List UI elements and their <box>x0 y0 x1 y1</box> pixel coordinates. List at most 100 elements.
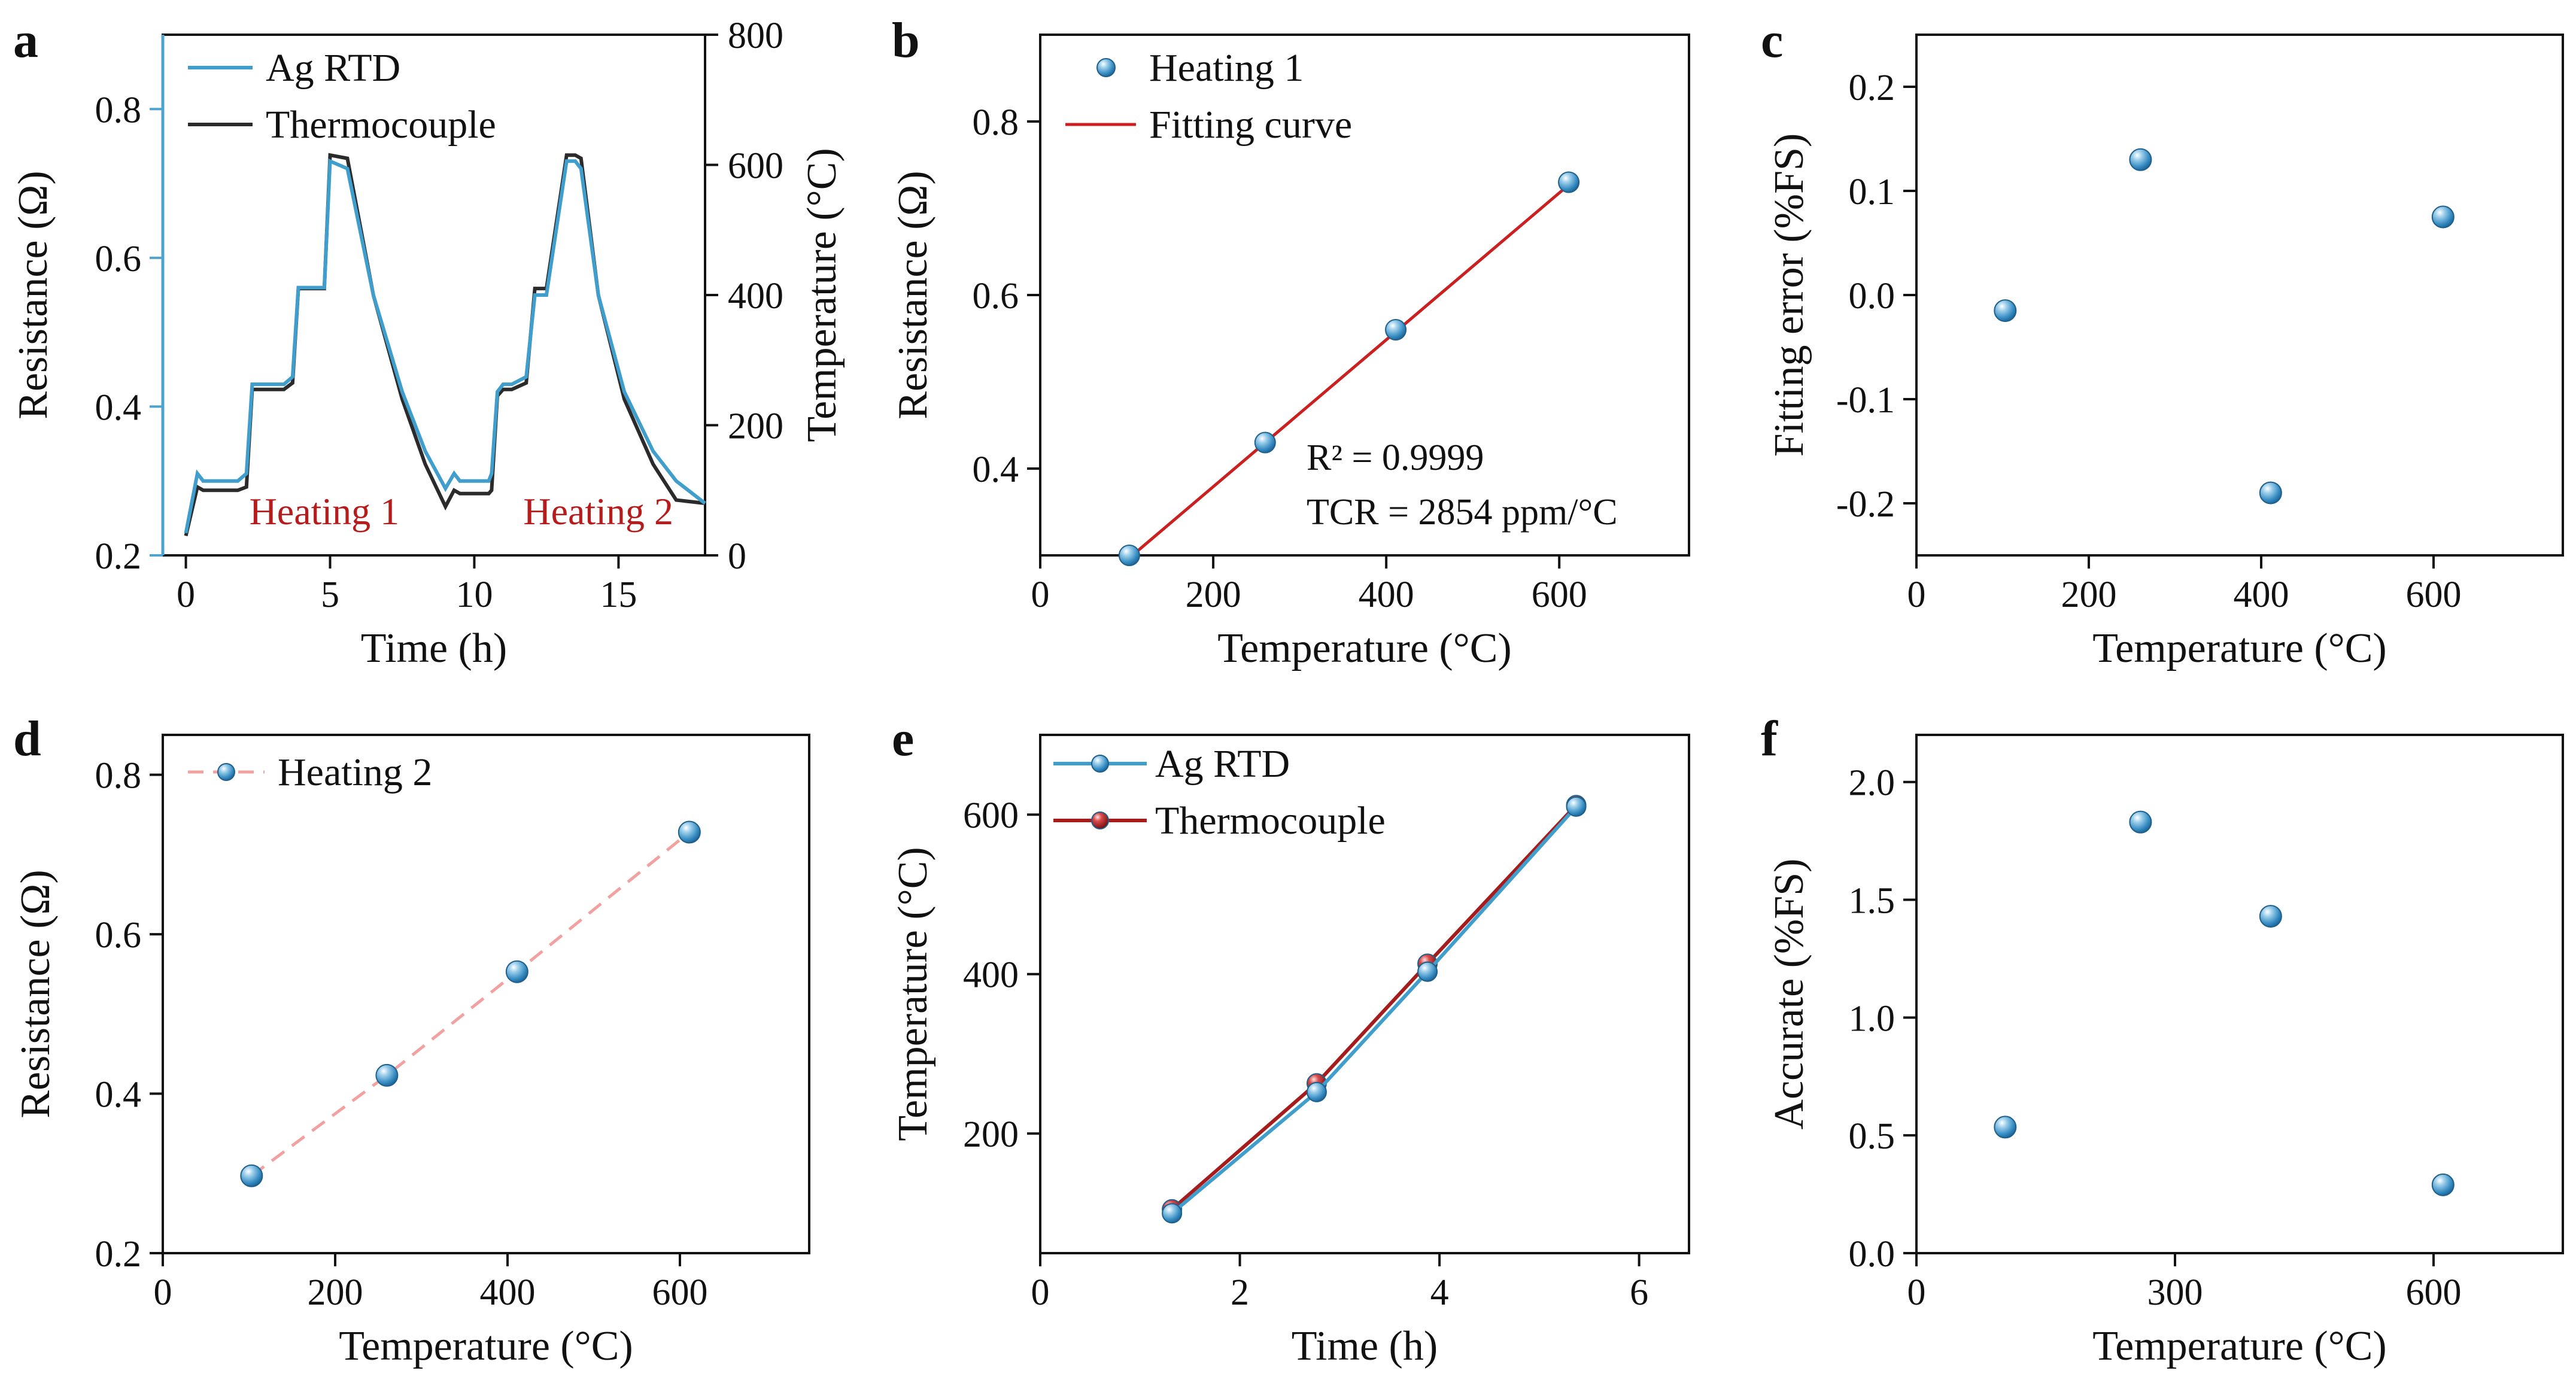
y-axis-label: Resistance (Ω) <box>13 870 59 1118</box>
y-tick-label: 1.0 <box>1849 998 1895 1039</box>
y-axis-label: Resistance (Ω) <box>890 171 936 420</box>
panel-letter-f: f <box>1761 711 1778 767</box>
y2-tick-label: 0 <box>728 536 746 577</box>
x-axis-label: Time (h) <box>1292 1323 1438 1369</box>
x-tick-label: 0 <box>154 1272 172 1313</box>
plot-frame-e <box>1039 734 1690 1254</box>
x-tick-label: 4 <box>1430 1272 1449 1313</box>
y-tick-label: 0.2 <box>1849 68 1895 108</box>
data-point <box>1118 545 1140 566</box>
y-tick-label: 0.0 <box>1849 1234 1895 1275</box>
y-tick-label: 0.8 <box>95 756 142 797</box>
y-tick-label: 1.5 <box>1849 881 1895 922</box>
panel-e: e 0 2 4 6 200 400 600 Time (h) Temperature (°C) Ag… <box>890 711 1690 1369</box>
plot-frame-d <box>162 734 810 1254</box>
y-tick-label: 200 <box>963 1114 1019 1155</box>
y-tick-label: 2.0 <box>1849 763 1895 804</box>
y2-tick-label: 800 <box>728 16 783 56</box>
x-tick-label: 200 <box>2061 575 2117 615</box>
data-point <box>1994 299 2017 323</box>
y-axis-label: Fitting error (%FS) <box>1766 133 1812 457</box>
ag-rtd-point <box>1306 1081 1327 1102</box>
legend-label-fitting: Fitting curve <box>1149 103 1352 147</box>
y-tick-label: 0.0 <box>1849 276 1895 317</box>
series-thermocouple-line <box>184 153 706 537</box>
x-tick-label: 6 <box>1630 1272 1648 1313</box>
annotation-heating-2: Heating 2 <box>523 490 673 533</box>
y-tick-label: 600 <box>963 795 1019 836</box>
plot-frame-c <box>1915 34 2564 557</box>
heating-2-dashed-line <box>250 831 691 1177</box>
legend-swatch-heating-2 <box>217 763 235 781</box>
y2-tick-label: 200 <box>728 406 783 447</box>
ag-rtd-point <box>1162 1203 1183 1224</box>
y-axis-label: Accurate (%FS) <box>1766 859 1812 1130</box>
annotation-tcr: TCR = 2854 ppm/°C <box>1307 492 1618 533</box>
data-point <box>1385 319 1407 341</box>
x-tick-label: 15 <box>600 575 637 615</box>
x-tick-label: 5 <box>321 575 339 615</box>
ag-rtd-point <box>1417 961 1438 982</box>
y-tick-label: 0.4 <box>973 449 1019 490</box>
x-tick-label: 0 <box>177 575 195 615</box>
series-thermocouple-line <box>1171 804 1578 1211</box>
panel-c: c 0 200 400 600 -0.2 -0.1 0.0 0.1 0.2 Temperature … <box>1761 13 2564 671</box>
annotation-heating-1: Heating 1 <box>250 490 400 533</box>
legend-swatch-thermocouple <box>1091 811 1109 829</box>
legend-swatch-heating-1 <box>1096 58 1116 77</box>
x-tick-label: 400 <box>1359 575 1414 615</box>
x-tick-label: 600 <box>2406 1272 2462 1313</box>
y-tick-label: 0.4 <box>95 1075 142 1116</box>
x-tick-label: 600 <box>2406 575 2462 615</box>
data-point <box>505 960 528 983</box>
data-point <box>2431 205 2455 229</box>
ag-rtd-point <box>1566 796 1587 817</box>
x-tick-label: 0 <box>1031 575 1050 615</box>
y-tick-label: 0.8 <box>973 102 1019 143</box>
legend-label-heating-1: Heating 1 <box>1149 46 1304 90</box>
legend-label-ag-rtd: Ag RTD <box>266 46 400 90</box>
x-tick-label: 200 <box>1186 575 1241 615</box>
x-tick-label: 400 <box>480 1272 536 1313</box>
y-tick-label: 0.2 <box>95 536 142 577</box>
x-tick-label: 600 <box>1532 575 1587 615</box>
panel-a: a 0 5 10 15 0.2 0.4 0.6 0.8 Time (h) Resistance (Ω… <box>10 13 845 671</box>
x-tick-label: 0 <box>1907 1272 1926 1313</box>
y-tick-label: 0.6 <box>95 239 142 279</box>
data-point <box>2259 481 2282 504</box>
data-point <box>2431 1173 2455 1196</box>
y-axis-label: Temperature (°C) <box>890 847 936 1141</box>
panel-f: f 0 300 600 0.0 0.5 1.0 1.5 2.0 Temperature (°C) A… <box>1761 711 2564 1369</box>
data-point <box>2129 810 2152 834</box>
legend-label-thermocouple: Thermocouple <box>1155 799 1386 843</box>
y2-axis-label: Temperature (°C) <box>799 148 845 442</box>
x-tick-label: 0 <box>1031 1272 1050 1313</box>
x-axis-label: Temperature (°C) <box>1217 625 1511 671</box>
data-point <box>375 1063 399 1087</box>
legend-swatch-ag-rtd <box>1091 755 1109 773</box>
y2-tick-label: 400 <box>728 276 783 317</box>
y-tick-label: 0.6 <box>95 915 142 956</box>
x-tick-label: 600 <box>652 1272 708 1313</box>
x-tick-label: 400 <box>2234 575 2289 615</box>
panel-letter-a: a <box>13 13 38 68</box>
data-point <box>1254 431 1276 454</box>
y-tick-label: -0.2 <box>1836 484 1895 525</box>
panel-letter-d: d <box>13 711 41 767</box>
data-point <box>2129 148 2152 171</box>
x-tick-label: 10 <box>455 575 493 615</box>
y-tick-label: 0.8 <box>95 90 142 130</box>
x-tick-label: 0 <box>1907 575 1926 615</box>
y-tick-label: 0.2 <box>95 1234 142 1275</box>
y-tick-label: 0.1 <box>1849 172 1895 212</box>
fitting-curve-line <box>1128 183 1570 560</box>
data-point <box>1558 171 1580 193</box>
panel-letter-e: e <box>892 711 914 767</box>
series-ag-rtd-line <box>184 158 706 534</box>
y-tick-label: 400 <box>963 955 1019 996</box>
x-axis-label: Temperature (°C) <box>339 1323 633 1369</box>
data-point <box>2259 905 2282 928</box>
x-tick-label: 200 <box>308 1272 363 1313</box>
data-point <box>1994 1116 2017 1139</box>
